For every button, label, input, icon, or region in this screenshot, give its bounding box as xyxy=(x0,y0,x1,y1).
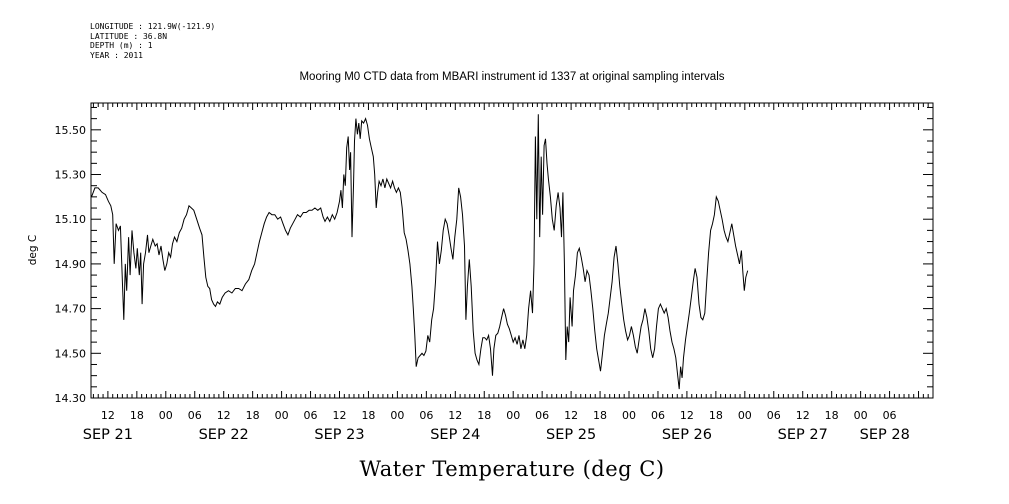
y-tick-label: 14.50 xyxy=(55,347,87,360)
x-hour-label: 00 xyxy=(622,409,636,422)
latitude-label: LATITUDE : 36.8N xyxy=(90,31,168,41)
x-date-label: SEP 24 xyxy=(430,427,480,443)
y-tick-label: 15.30 xyxy=(55,169,87,182)
y-tick-labels: 14.30 14.50 14.70 14.90 15.10 15.30 15.50 xyxy=(55,124,87,405)
x-hour-label: 12 xyxy=(101,409,115,422)
x-hour-label: 12 xyxy=(332,409,346,422)
axis-ticks xyxy=(91,103,934,399)
x-axis-title: Water Temperature (deg C) xyxy=(359,457,664,481)
x-hour-label: 12 xyxy=(217,409,231,422)
x-hour-label: 06 xyxy=(419,409,433,422)
x-date-label: SEP 25 xyxy=(546,427,596,443)
x-hour-label: 18 xyxy=(246,409,260,422)
x-hour-label: 12 xyxy=(448,409,462,422)
x-hour-label: 18 xyxy=(825,409,839,422)
y-axis-label: deg C xyxy=(27,235,39,265)
x-hour-label: 18 xyxy=(709,409,723,422)
x-tick-labels: 12 18 00 06 12 18 00 06 12 18 00 06 12 18 00 06 12 18 00 06… xyxy=(101,409,897,422)
year-label: YEAR : 2011 xyxy=(90,50,143,60)
metadata-block: LONGITUDE : 121.9W(-121.9) LATITUDE : 36… xyxy=(90,22,215,60)
x-hour-label: 00 xyxy=(275,409,289,422)
x-hour-label: 12 xyxy=(796,409,810,422)
x-hour-label: 06 xyxy=(883,409,897,422)
plot-frame xyxy=(90,102,934,399)
y-tick-label: 14.30 xyxy=(55,392,87,405)
x-hour-label: 00 xyxy=(390,409,404,422)
x-date-label: SEP 22 xyxy=(199,427,249,443)
x-date-label: SEP 21 xyxy=(83,427,133,443)
depth-label: DEPTH (m) : 1 xyxy=(90,41,153,50)
x-hour-label: 06 xyxy=(188,409,202,422)
x-hour-label: 12 xyxy=(564,409,578,422)
y-tick-label: 15.10 xyxy=(55,213,87,226)
chart-title: Mooring M0 CTD data from MBARI instrumen… xyxy=(299,71,724,83)
x-hour-label: 06 xyxy=(304,409,318,422)
x-hour-label: 06 xyxy=(767,409,781,422)
x-hour-label: 12 xyxy=(680,409,694,422)
x-hour-label: 18 xyxy=(130,409,144,422)
y-tick-label: 15.50 xyxy=(55,124,87,137)
x-hour-label: 06 xyxy=(651,409,665,422)
x-hour-label: 00 xyxy=(854,409,868,422)
longitude-label: LONGITUDE : 121.9W(-121.9) xyxy=(90,22,216,31)
x-hour-label: 18 xyxy=(593,409,607,422)
y-tick-label: 14.90 xyxy=(55,258,87,271)
x-date-label: SEP 26 xyxy=(662,427,712,443)
x-hour-label: 18 xyxy=(361,409,375,422)
x-hour-label: 06 xyxy=(535,409,549,422)
x-hour-label: 00 xyxy=(738,409,752,422)
series-line xyxy=(91,114,749,390)
x-hour-label: 00 xyxy=(159,409,173,422)
x-hour-label: 18 xyxy=(477,409,491,422)
x-date-labels: SEP 21 SEP 22 SEP 23 SEP 24 SEP 25 SEP 26 SEP … xyxy=(83,427,910,443)
y-tick-label: 14.70 xyxy=(55,303,87,316)
x-hour-label: 00 xyxy=(506,409,520,422)
x-date-label: SEP 27 xyxy=(778,427,828,443)
x-date-label: SEP 28 xyxy=(860,427,910,443)
x-date-label: SEP 23 xyxy=(314,427,364,443)
